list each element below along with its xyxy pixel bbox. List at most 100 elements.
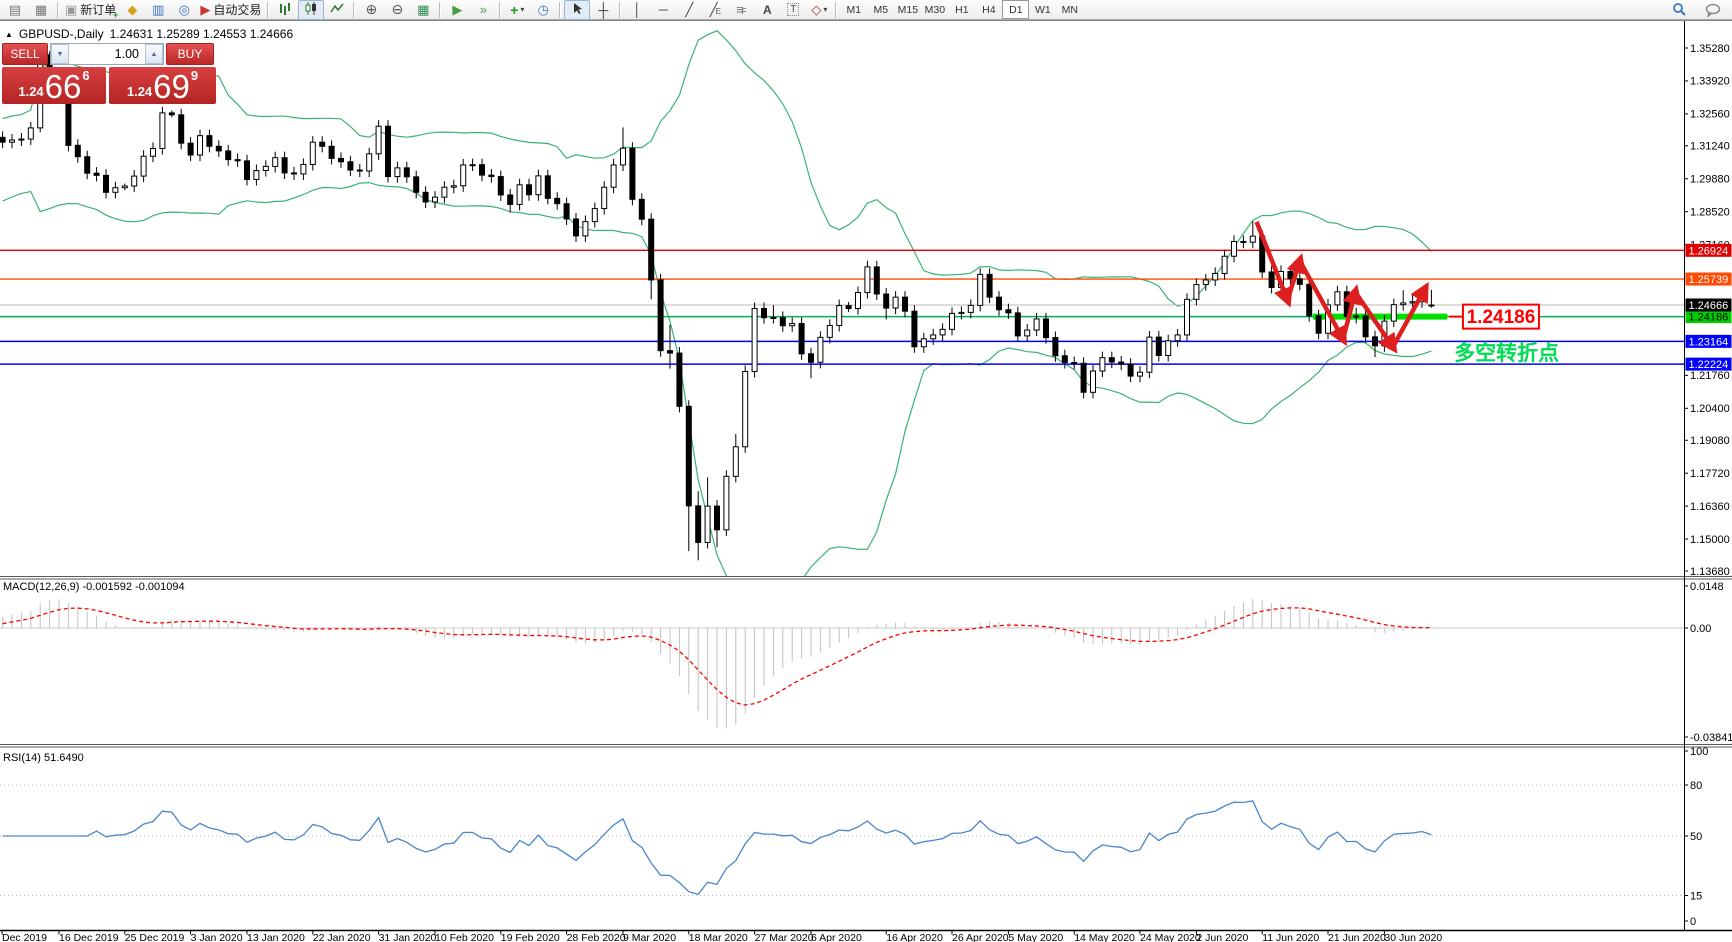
- time-axis-label: 18 Mar 2020: [689, 932, 748, 942]
- strategy-tester-icon: ◎: [178, 1, 190, 17]
- time-axis-label: 28 Feb 2020: [567, 932, 626, 942]
- timeframe-h1[interactable]: H1: [955, 3, 969, 16]
- chart-shift-icon[interactable]: ▶: [444, 0, 470, 20]
- navigator-icon[interactable]: ◆: [119, 0, 145, 20]
- fibonacci-icon[interactable]: ≡ F: [736, 2, 747, 17]
- horizontal-line-icon[interactable]: ─: [650, 0, 676, 20]
- macd-indicator-label: MACD(12,26,9) -0.001592 -0.001094: [3, 581, 185, 593]
- candlestick-chart-icon[interactable]: [298, 0, 325, 20]
- equidistant-channel-icon[interactable]: ╱ E: [709, 1, 721, 17]
- strategy-tester-icon[interactable]: ◎: [171, 0, 197, 20]
- volume-increase-button[interactable]: ▲: [145, 44, 163, 64]
- rsi-line: [2, 800, 1432, 895]
- time-axis-label: 5 May 2020: [1008, 932, 1063, 942]
- price-axis-tick: 1.31240: [1690, 141, 1730, 153]
- time-scale[interactable]: Dec 2019 16 Dec 2019 25 Dec 2019 3 Jan 2020…: [1, 930, 1442, 942]
- line-chart-icon: [330, 2, 344, 18]
- price-scale[interactable]: 1.35280 1.33920 1.32560 1.31240 1.29880 1.285…: [1684, 43, 1732, 928]
- time-axis-label: 9 Mar 2020: [623, 932, 676, 942]
- toolbar-separator: [619, 1, 622, 18]
- timeframe-m1[interactable]: M1: [846, 3, 862, 16]
- line-chart-icon[interactable]: [324, 0, 350, 20]
- cursor-icon[interactable]: [564, 0, 591, 20]
- zoom-out-icon[interactable]: ⊖: [384, 0, 410, 20]
- toolbar-right-icons: [1666, 0, 1726, 20]
- timeframe-group: M1 M5 M15 M30 H1 H4 D1 W1 MN: [840, 0, 1083, 20]
- text-label-icon[interactable]: T: [780, 0, 806, 20]
- svg-text:1.24186: 1.24186: [1467, 307, 1536, 328]
- sell-price-main: 66: [44, 68, 82, 105]
- rsi-axis-tick: 15: [1690, 890, 1702, 902]
- new-order-icon[interactable]: ▣ + 新订单: [65, 1, 119, 20]
- tile-windows-icon[interactable]: ▦: [410, 0, 436, 20]
- vertical-line-icon: │: [633, 2, 642, 17]
- chart-ohlc-readout: 1.24631 1.25289 1.24553 1.24666: [109, 27, 294, 41]
- timeframe-m5[interactable]: M5: [873, 3, 889, 16]
- macd-panel[interactable]: [0, 599, 1684, 729]
- volume-input[interactable]: [69, 44, 145, 64]
- timeframe-m30[interactable]: M30: [924, 3, 946, 16]
- svg-text:1.24666: 1.24666: [1689, 300, 1729, 312]
- sell-button[interactable]: SELL: [2, 43, 48, 65]
- main-price-panel[interactable]: 1.24186 多空转折点: [0, 29, 1684, 594]
- timeframe-w1[interactable]: W1: [1034, 3, 1051, 16]
- new-order-icon: ▣: [65, 1, 78, 17]
- periods-icon: ◷: [537, 1, 549, 17]
- trend-zigzag-annotation[interactable]: [1254, 221, 1429, 354]
- price-callout-annotation[interactable]: 1.24186: [1448, 303, 1540, 330]
- periods-icon[interactable]: ◷: [530, 0, 556, 20]
- timeframe-mn[interactable]: MN: [1061, 3, 1078, 16]
- text-icon[interactable]: A: [754, 0, 780, 20]
- bollinger-bands: [2, 29, 1432, 576]
- rsi-axis-tick: 0: [1690, 916, 1696, 928]
- macd-axis-tick: 0.00: [1690, 623, 1711, 635]
- search-icon[interactable]: [1666, 0, 1692, 20]
- price-axis-tick: 1.16360: [1690, 501, 1730, 513]
- new-chart-icon[interactable]: ▤: [2, 0, 28, 20]
- auto-scroll-icon[interactable]: »: [470, 0, 496, 20]
- trendline-icon[interactable]: ╱: [676, 0, 702, 20]
- equidistant-channel-icon: ╱: [709, 1, 718, 17]
- time-axis-label: 30 Jun 2020: [1384, 932, 1442, 942]
- crosshair-icon[interactable]: ┼: [590, 0, 616, 20]
- arrows-icon[interactable]: ◇ ▾: [806, 0, 832, 20]
- fibonacci-icon: ≡: [736, 2, 744, 17]
- time-axis-label: Dec 2019: [2, 932, 47, 942]
- timeframe-h4[interactable]: H4: [982, 3, 996, 16]
- indicators-icon: +: [510, 1, 519, 18]
- candlestick-series: [0, 51, 1435, 561]
- sell-price[interactable]: 1.24 66 6: [2, 67, 106, 104]
- volume-decrease-button[interactable]: ▼: [51, 44, 69, 64]
- rsi-axis-tick: 100: [1690, 746, 1708, 758]
- time-axis-label: 19 Feb 2020: [501, 932, 560, 942]
- indicators-icon[interactable]: + ▾: [504, 0, 530, 20]
- price-axis-tick: 1.20400: [1690, 403, 1730, 415]
- highlight-zone-annotation[interactable]: [1312, 313, 1448, 320]
- zoom-in-icon[interactable]: ⊕: [358, 0, 384, 20]
- profiles-icon[interactable]: ▦: [28, 0, 54, 20]
- vertical-line-icon[interactable]: │: [624, 0, 650, 20]
- toolbar-separator: [267, 1, 270, 18]
- buy-price[interactable]: 1.24 69 9: [109, 67, 216, 104]
- rsi-panel[interactable]: [0, 784, 1684, 896]
- time-axis-label: 16 Dec 2019: [59, 932, 119, 942]
- macd-histogram: [2, 599, 1432, 729]
- chart-symbol-period: GBPUSD-,Daily: [18, 27, 104, 41]
- time-axis-label: 21 Jun 2020: [1328, 932, 1386, 942]
- time-axis-label: 24 May 2020: [1140, 932, 1201, 942]
- text-label-icon: T: [787, 3, 800, 16]
- terminal-icon[interactable]: ▥: [145, 0, 171, 20]
- turning-point-text-annotation[interactable]: 多空转折点: [1454, 341, 1559, 365]
- timeframe-d1[interactable]: D1: [1002, 0, 1030, 19]
- buy-button[interactable]: BUY: [166, 43, 214, 65]
- auto-scroll-icon: »: [479, 2, 487, 17]
- main-toolbar: ▤ ▦ ▣ + 新订单 ◆ ▥ ◎ ▶ 自动交易 ⊕ ⊖ ▦ ▶» + ▾ ◷ ┼ │ ─ ╱ ╱ E ≡ F A T ◇ ▾ M1 M5 M…: [0, 0, 1732, 20]
- autotrading-icon[interactable]: ▶ 自动交易: [197, 0, 264, 20]
- chart-canvas[interactable]: 1.24186 多空转折点 1.35280 1.33920 1.32560 1.3124…: [0, 20, 1732, 942]
- bar-chart-icon[interactable]: [272, 0, 298, 20]
- toolbar-separator: [835, 1, 838, 18]
- price-axis-tick: 1.35280: [1690, 43, 1730, 55]
- timeframe-m15[interactable]: M15: [897, 3, 919, 16]
- price-axis-tick: 1.32560: [1690, 109, 1730, 121]
- chat-icon[interactable]: [1700, 0, 1726, 20]
